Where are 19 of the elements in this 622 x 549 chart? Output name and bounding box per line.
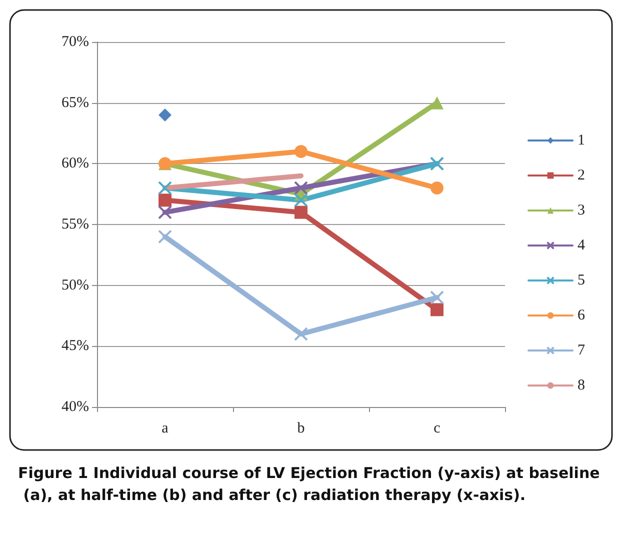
y-tick-label: 50% xyxy=(62,277,89,294)
legend-label: 7 xyxy=(578,342,586,358)
x-tick-label: c xyxy=(434,420,441,436)
x-tick-label: a xyxy=(162,420,169,436)
y-tick-label: 70% xyxy=(62,34,89,50)
legend-label: 3 xyxy=(578,202,585,218)
x-tick-label: b xyxy=(297,420,305,436)
y-tick-label: 45% xyxy=(62,338,89,354)
legend-label: 4 xyxy=(578,238,586,254)
caption: Figure 1 Individual course of LV Ejection Fraction (y-axis) at baseline (a), at half-time (b) and after (c) radiation therapy (x-axis). xyxy=(18,464,600,504)
y-tick-label: 40% xyxy=(62,399,89,415)
legend-label: 5 xyxy=(578,272,585,288)
legend-label: 1 xyxy=(578,132,585,148)
legend-label: 8 xyxy=(578,378,585,394)
y-tick-label: 65% xyxy=(62,94,89,111)
legend-label: 6 xyxy=(578,308,586,324)
y-tick-label: 60% xyxy=(62,156,89,172)
y-tick-label: 55% xyxy=(62,216,89,232)
legend-label: 2 xyxy=(578,168,585,184)
